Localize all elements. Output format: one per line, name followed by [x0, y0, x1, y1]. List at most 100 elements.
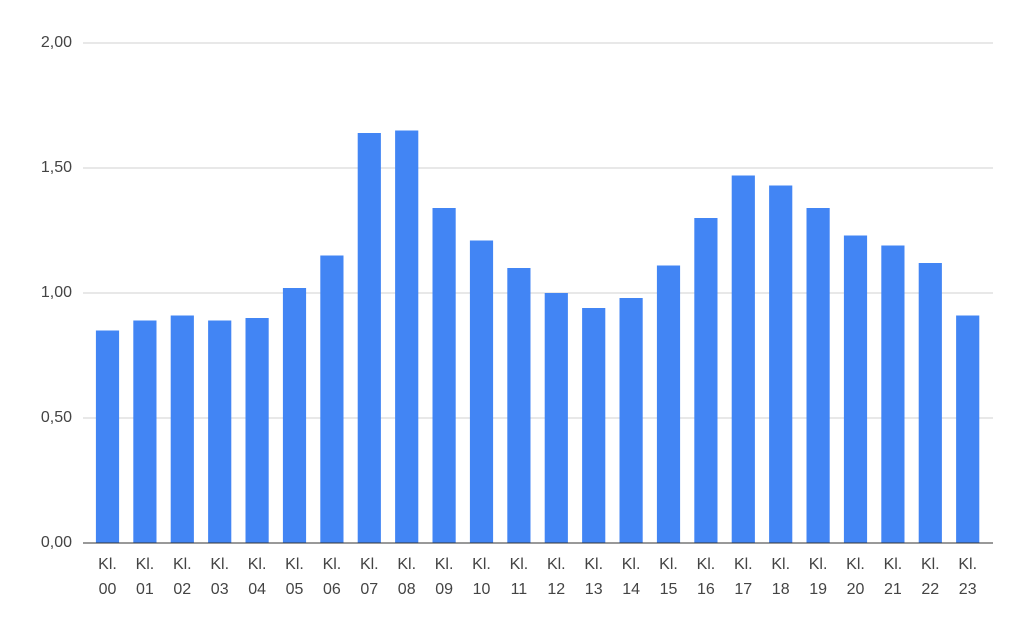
x-tick-label-line: Kl. [958, 556, 977, 573]
x-tick-label: Kl. 12 [547, 556, 566, 598]
x-tick-label-line: 01 [136, 581, 154, 598]
y-tick-label: 1,00 [41, 284, 72, 301]
x-tick-label-line: Kl. [510, 556, 529, 573]
bar [619, 298, 643, 543]
x-tick-label-line: Kl. [98, 556, 117, 573]
x-tick-label-line: 00 [99, 581, 117, 598]
x-tick-label-line: Kl. [659, 556, 678, 573]
y-tick-label: 0,50 [41, 409, 72, 426]
x-tick-label: Kl. 10 [472, 556, 491, 598]
x-tick-label: Kl. 21 [884, 556, 903, 598]
x-tick-label: Kl. 01 [136, 556, 155, 598]
x-tick-label: Kl. 03 [210, 556, 229, 598]
x-tick-label-line: Kl. [921, 556, 940, 573]
x-tick-label-line: 13 [585, 581, 603, 598]
x-tick-label-line: Kl. [136, 556, 155, 573]
x-tick-label: Kl. 04 [248, 556, 267, 598]
bar [507, 268, 531, 543]
bar [769, 185, 793, 543]
x-tick-label-line: Kl. [210, 556, 229, 573]
bar [432, 208, 456, 543]
x-tick-label: Kl. 15 [659, 556, 678, 598]
x-tick-label: Kl. 00 [98, 556, 117, 598]
x-tick-label: Kl. 11 [510, 556, 529, 598]
bar [918, 263, 942, 543]
x-tick-label: Kl. 05 [285, 556, 304, 598]
x-tick-label-line: Kl. [435, 556, 454, 573]
x-tick-label-line: Kl. [397, 556, 416, 573]
x-tick-label-line: 07 [360, 581, 378, 598]
x-tick-label: Kl. 17 [734, 556, 753, 598]
bar [843, 235, 868, 543]
x-tick-label: Kl. 13 [584, 556, 603, 598]
bar [694, 218, 718, 543]
bar [133, 320, 157, 543]
x-tick-label-line: 21 [884, 581, 902, 598]
x-tick-label-line: 06 [323, 581, 341, 598]
y-tick-label: 0,00 [41, 534, 72, 551]
bar [656, 265, 681, 543]
x-tick-label-line: 17 [734, 581, 752, 598]
x-tick-label-line: 14 [622, 581, 640, 598]
x-tick-label: Kl. 16 [697, 556, 716, 598]
x-tick-label: Kl. 06 [323, 556, 342, 598]
x-tick-label: Kl. 07 [360, 556, 379, 598]
x-tick-label: Kl. 19 [809, 556, 828, 598]
bar [731, 175, 755, 543]
y-tick-label: 1,50 [41, 159, 72, 176]
x-tick-label-line: Kl. [285, 556, 304, 573]
x-tick-label-line: 22 [921, 581, 939, 598]
x-tick-label: Kl. 14 [622, 556, 641, 598]
bar [170, 315, 194, 543]
bar [95, 330, 120, 543]
x-tick-label-line: Kl. [884, 556, 903, 573]
bar [320, 255, 344, 543]
x-tick-label-line: Kl. [323, 556, 342, 573]
x-tick-label-line: 09 [435, 581, 453, 598]
x-tick-label-line: 18 [772, 581, 790, 598]
x-tick-label-line: 10 [473, 581, 491, 598]
x-tick-label-line: Kl. [734, 556, 753, 573]
x-tick-label: Kl. 09 [435, 556, 454, 598]
bar [806, 208, 830, 543]
x-tick-label: Kl. 18 [771, 556, 790, 598]
bar [544, 293, 568, 543]
x-tick-label-line: 04 [248, 581, 266, 598]
x-tick-label: Kl. 23 [958, 556, 977, 598]
x-tick-label-line: Kl. [697, 556, 716, 573]
x-tick-label: Kl. 02 [173, 556, 192, 598]
bar [395, 130, 419, 543]
x-tick-label-line: 11 [511, 581, 528, 598]
x-tick-label: Kl. 22 [921, 556, 940, 598]
x-tick-label-line: 19 [809, 581, 827, 598]
x-tick-label-line: Kl. [472, 556, 491, 573]
x-tick-label: Kl. 08 [397, 556, 416, 598]
x-tick-label-line: Kl. [173, 556, 192, 573]
x-tick-label-line: 23 [959, 581, 977, 598]
x-tick-label-line: 02 [173, 581, 191, 598]
x-tick-label-line: 20 [847, 581, 865, 598]
bar [245, 318, 269, 543]
bar [357, 133, 381, 543]
bar [282, 288, 307, 543]
x-tick-label-line: Kl. [771, 556, 790, 573]
y-tick-label: 2,00 [41, 34, 72, 51]
x-tick-label-line: Kl. [248, 556, 267, 573]
x-tick-label-line: Kl. [547, 556, 566, 573]
x-tick-label-line: Kl. [809, 556, 828, 573]
x-tick-label: Kl. 20 [846, 556, 865, 598]
bar [208, 320, 232, 543]
bar [881, 245, 905, 543]
bar [956, 315, 980, 543]
x-tick-label-line: Kl. [360, 556, 379, 573]
x-tick-label-line: 08 [398, 581, 416, 598]
x-tick-label-line: 12 [547, 581, 565, 598]
x-tick-label-line: Kl. [622, 556, 641, 573]
x-tick-label-line: 16 [697, 581, 715, 598]
bar [582, 308, 606, 543]
x-tick-label-line: Kl. [584, 556, 603, 573]
x-tick-label-line: 05 [286, 581, 304, 598]
x-tick-label-line: 03 [211, 581, 229, 598]
bar [469, 240, 494, 543]
